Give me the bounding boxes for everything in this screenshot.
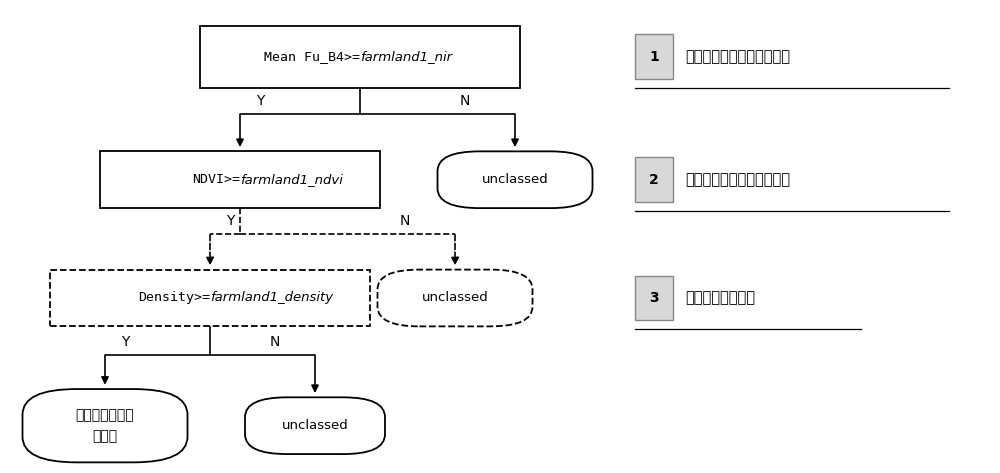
- Text: unclassed: unclassed: [482, 173, 548, 186]
- Text: 作物长势较好的
坡耕地: 作物长势较好的 坡耕地: [76, 408, 134, 443]
- Text: 3: 3: [649, 291, 659, 305]
- FancyBboxPatch shape: [438, 151, 592, 208]
- Text: N: N: [400, 214, 410, 228]
- FancyBboxPatch shape: [635, 275, 673, 321]
- Text: 1: 1: [649, 50, 659, 64]
- FancyBboxPatch shape: [635, 35, 673, 79]
- Text: 剖除植被信息弱的干扰地物: 剖除植被信息弱的干扰地物: [685, 172, 790, 187]
- FancyBboxPatch shape: [200, 26, 520, 88]
- FancyBboxPatch shape: [50, 270, 370, 326]
- Text: Density>=: Density>=: [138, 291, 210, 305]
- FancyBboxPatch shape: [22, 389, 188, 463]
- Text: Mean Fu_B4>=: Mean Fu_B4>=: [264, 50, 360, 63]
- Text: 框定第一类坡耕地最大范围: 框定第一类坡耕地最大范围: [685, 49, 790, 64]
- FancyBboxPatch shape: [100, 151, 380, 208]
- Text: unclassed: unclassed: [282, 419, 348, 432]
- FancyBboxPatch shape: [245, 397, 385, 454]
- Text: N: N: [270, 335, 280, 349]
- Text: unclassed: unclassed: [422, 291, 488, 305]
- Text: N: N: [460, 94, 470, 108]
- Text: farmland1_ndvi: farmland1_ndvi: [240, 173, 343, 186]
- Text: 2: 2: [649, 173, 659, 187]
- Text: farmland1_nir: farmland1_nir: [360, 50, 452, 63]
- FancyBboxPatch shape: [378, 270, 532, 326]
- Text: farmland1_density: farmland1_density: [210, 291, 333, 305]
- Text: NDVI>=: NDVI>=: [192, 173, 240, 186]
- Text: Y: Y: [226, 214, 234, 228]
- Text: 剖除线状干扰地物: 剖除线状干扰地物: [685, 290, 755, 306]
- Text: Y: Y: [121, 335, 129, 349]
- Text: Y: Y: [256, 94, 264, 108]
- FancyBboxPatch shape: [635, 157, 673, 202]
